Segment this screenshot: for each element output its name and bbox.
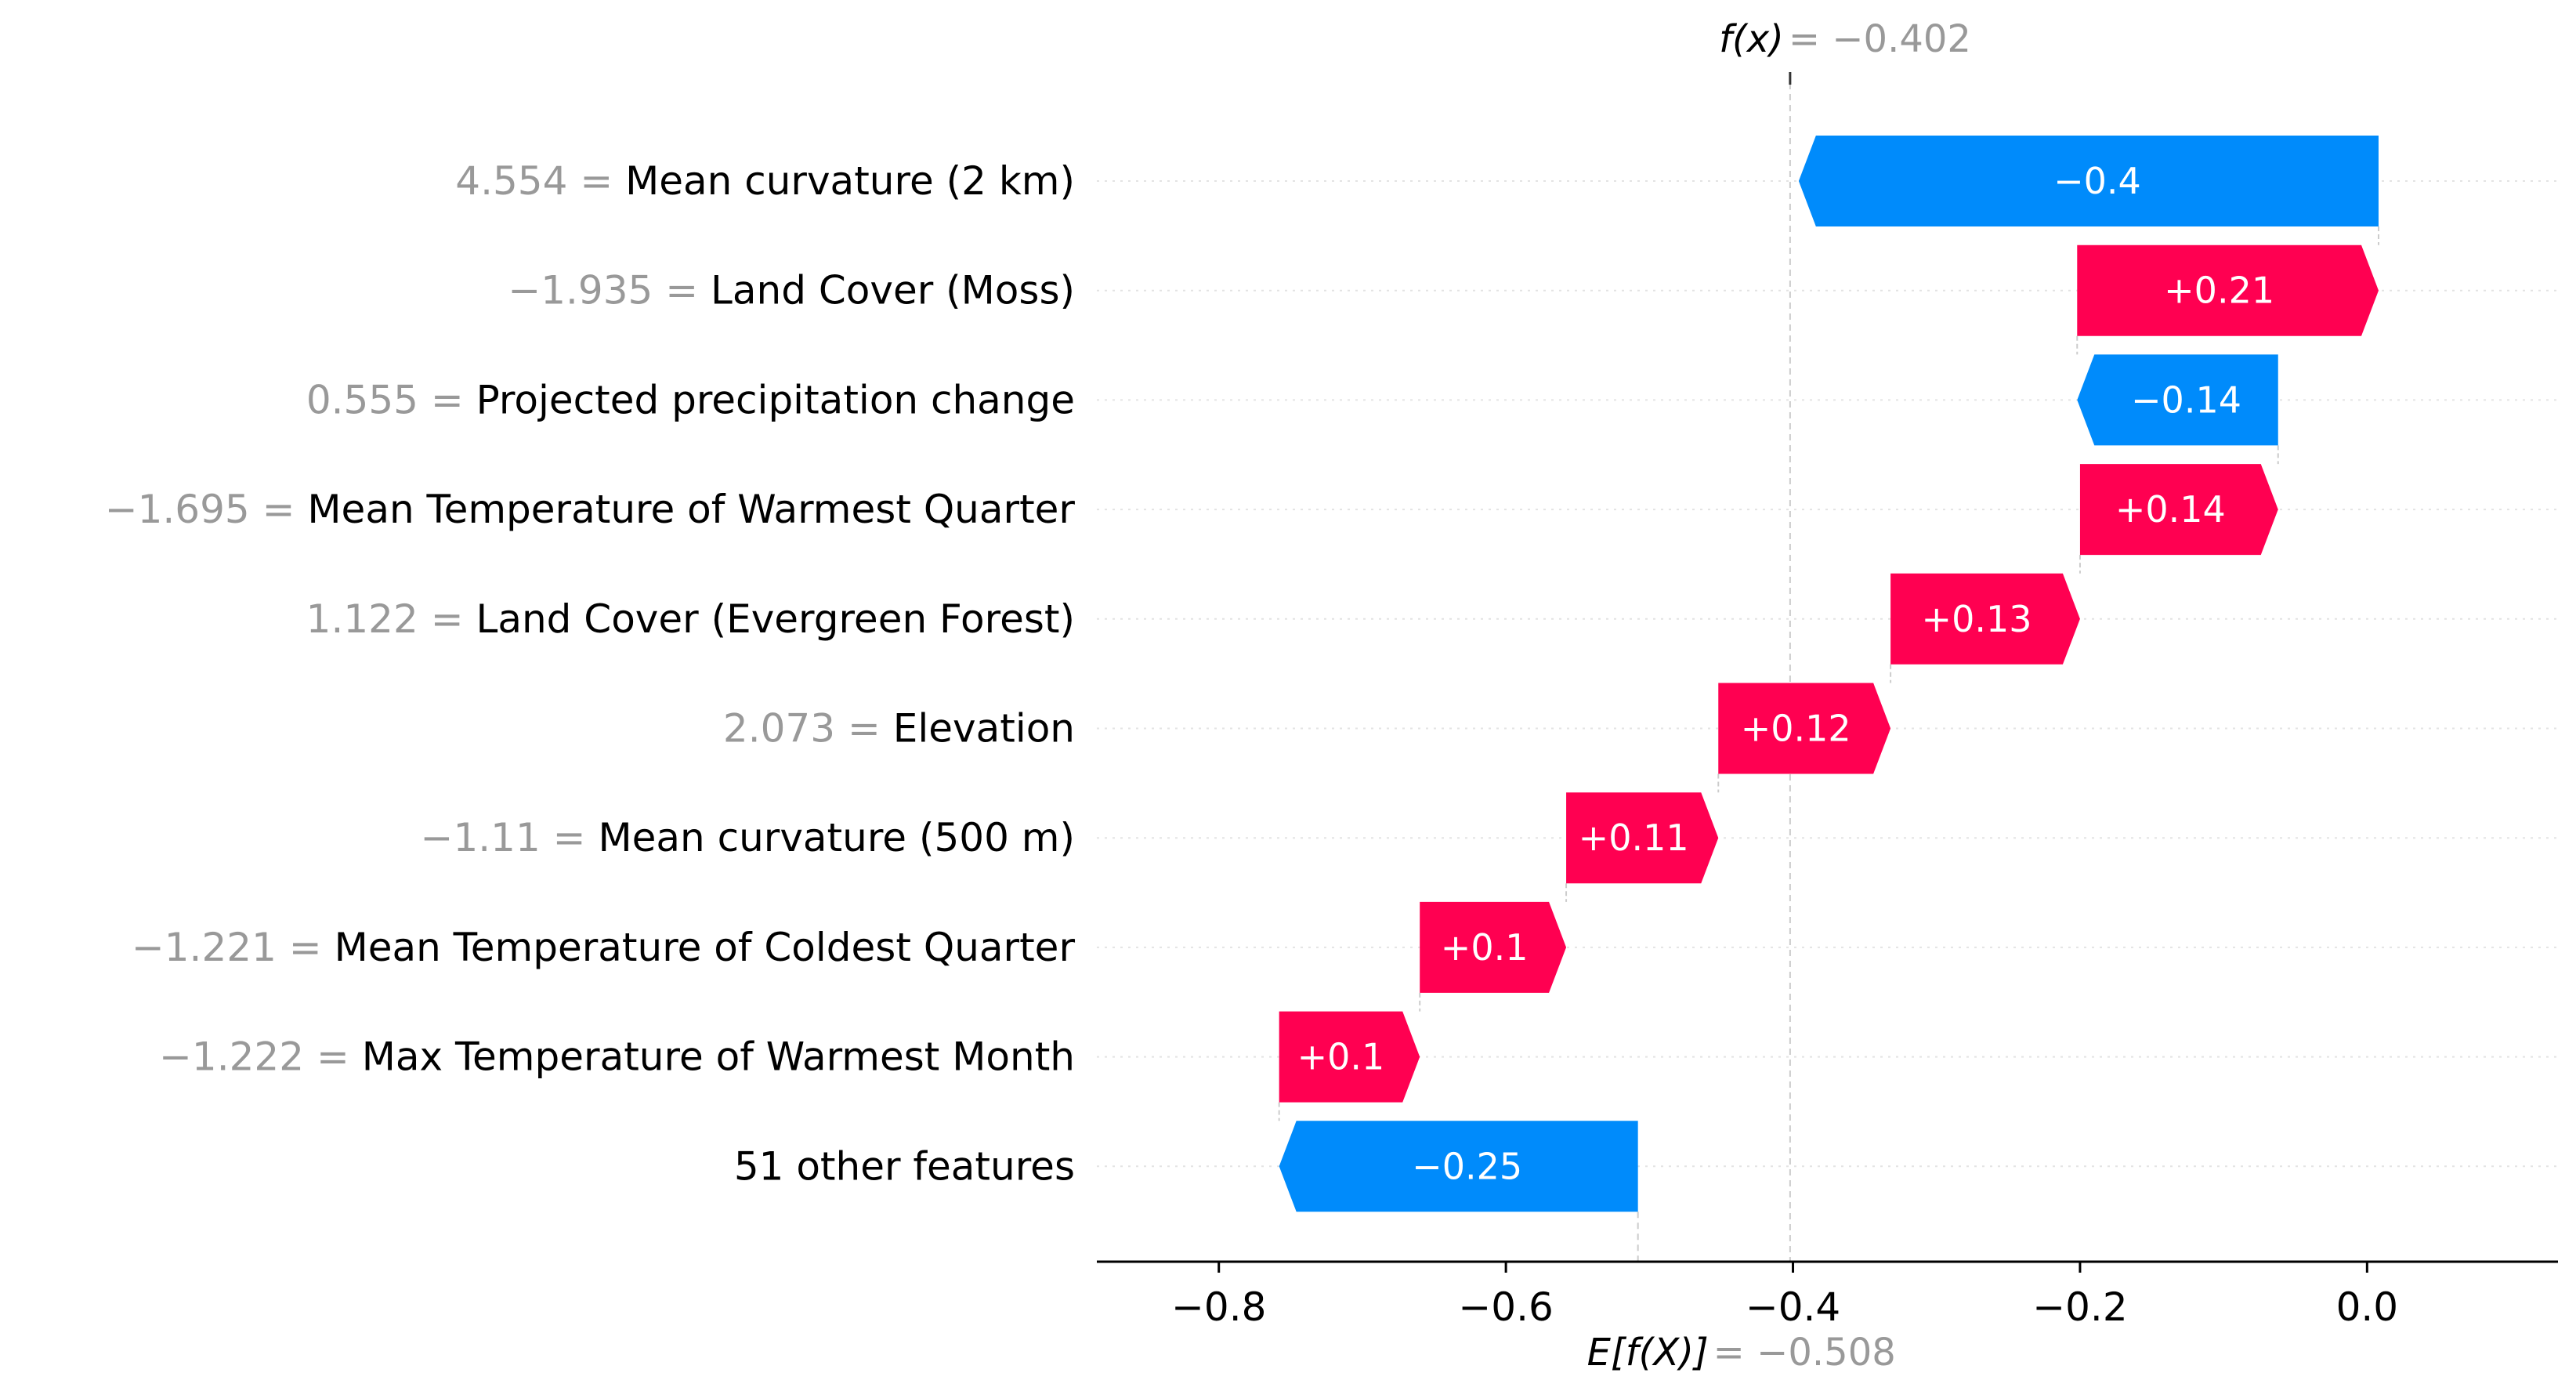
feature-name: Max Temperature of Warmest Month [362, 1034, 1075, 1080]
feature-value: −1.935 = [508, 268, 711, 313]
ex-label: E[f(X)] [1587, 1331, 1709, 1375]
feature-value: −1.222 = [159, 1034, 362, 1080]
annotations: f(x) = −0.402 E[f(X)] = −0.508 [1587, 17, 1971, 1375]
feature-value: 4.554 = [455, 158, 625, 204]
bar-value-label: +0.14 [2115, 488, 2226, 531]
bar-value-label: +0.1 [1441, 926, 1529, 969]
feature-name: Mean curvature (500 m) [598, 815, 1075, 860]
guide-lines [1278, 72, 2379, 1262]
bar-value-label: −0.25 [1412, 1145, 1522, 1187]
feature-value: −1.11 = [421, 815, 599, 860]
fx-label: f(x) [1719, 17, 1784, 61]
feature-name: Elevation [893, 706, 1075, 752]
bar-9 [1279, 1011, 1420, 1103]
fx-value: = −0.402 [1789, 17, 1971, 61]
feature-label: 4.554 = Mean curvature (2 km) [455, 158, 1075, 204]
bar-8 [1420, 901, 1567, 993]
feature-label: 2.073 = Elevation [723, 706, 1075, 752]
bar-10 [1279, 1121, 1638, 1212]
feature-label: −1.695 = Mean Temperature of Warmest Qua… [105, 487, 1076, 532]
feature-name: 51 other features [734, 1143, 1075, 1189]
bar-3 [2077, 354, 2278, 446]
feature-name: Mean curvature (2 km) [625, 158, 1075, 204]
feature-name: Land Cover (Evergreen Forest) [476, 596, 1075, 642]
feature-labels: 4.554 = Mean curvature (2 km) −1.935 = La… [105, 158, 1076, 1189]
feature-label: 51 other features [734, 1143, 1075, 1189]
feature-name: Land Cover (Moss) [711, 268, 1075, 313]
feature-name: Projected precipitation change [476, 377, 1075, 422]
x-axis: −0.8 −0.6 −0.4 −0.2 0.0 [1097, 1260, 2558, 1330]
bar-4 [2079, 464, 2278, 556]
bar-5 [1890, 573, 2080, 665]
bar-value-label: +0.1 [1297, 1036, 1385, 1078]
bar-1 [1798, 136, 2379, 226]
feature-value: 2.073 = [723, 706, 893, 752]
bar-value-label: −0.4 [2053, 160, 2141, 202]
bar-6 [1718, 683, 1891, 774]
x-tick-label: −0.6 [1458, 1284, 1553, 1330]
bar-value-label: +0.11 [1579, 817, 1689, 859]
ex-value: = −0.508 [1713, 1331, 1896, 1375]
bar-2 [2077, 245, 2379, 336]
feature-label: −1.222 = Max Temperature of Warmest Mont… [159, 1034, 1075, 1080]
feature-label: 0.555 = Projected precipitation change [306, 377, 1075, 422]
bar-value-label: +0.13 [1922, 598, 2032, 640]
feature-name: Mean Temperature of Warmest Quarter [307, 487, 1075, 532]
bars: −0.4 +0.21 −0.14 +0.14 +0.13 +0.12 +0.11 +0.1 +0… [1279, 136, 2379, 1212]
feature-value: −1.695 = [105, 487, 308, 532]
feature-label: −1.935 = Land Cover (Moss) [508, 268, 1075, 313]
feature-value: −1.221 = [132, 925, 335, 970]
feature-value: 0.555 = [306, 377, 476, 422]
x-tick-label: −0.4 [1746, 1284, 1840, 1330]
bar-value-label: +0.21 [2164, 270, 2274, 312]
x-tick-label: −0.2 [2032, 1284, 2127, 1330]
bar-value-label: −0.14 [2131, 379, 2241, 421]
feature-name: Mean Temperature of Coldest Quarter [335, 925, 1076, 970]
x-tick-label: −0.8 [1171, 1284, 1266, 1330]
x-tick-label: 0.0 [2336, 1284, 2399, 1330]
feature-value: 1.122 = [306, 596, 476, 642]
bar-7 [1566, 792, 1719, 884]
bar-value-label: +0.12 [1741, 708, 1851, 750]
feature-label: −1.11 = Mean curvature (500 m) [421, 815, 1075, 860]
feature-label: −1.221 = Mean Temperature of Coldest Qua… [132, 925, 1076, 970]
feature-label: 1.122 = Land Cover (Evergreen Forest) [306, 596, 1075, 642]
